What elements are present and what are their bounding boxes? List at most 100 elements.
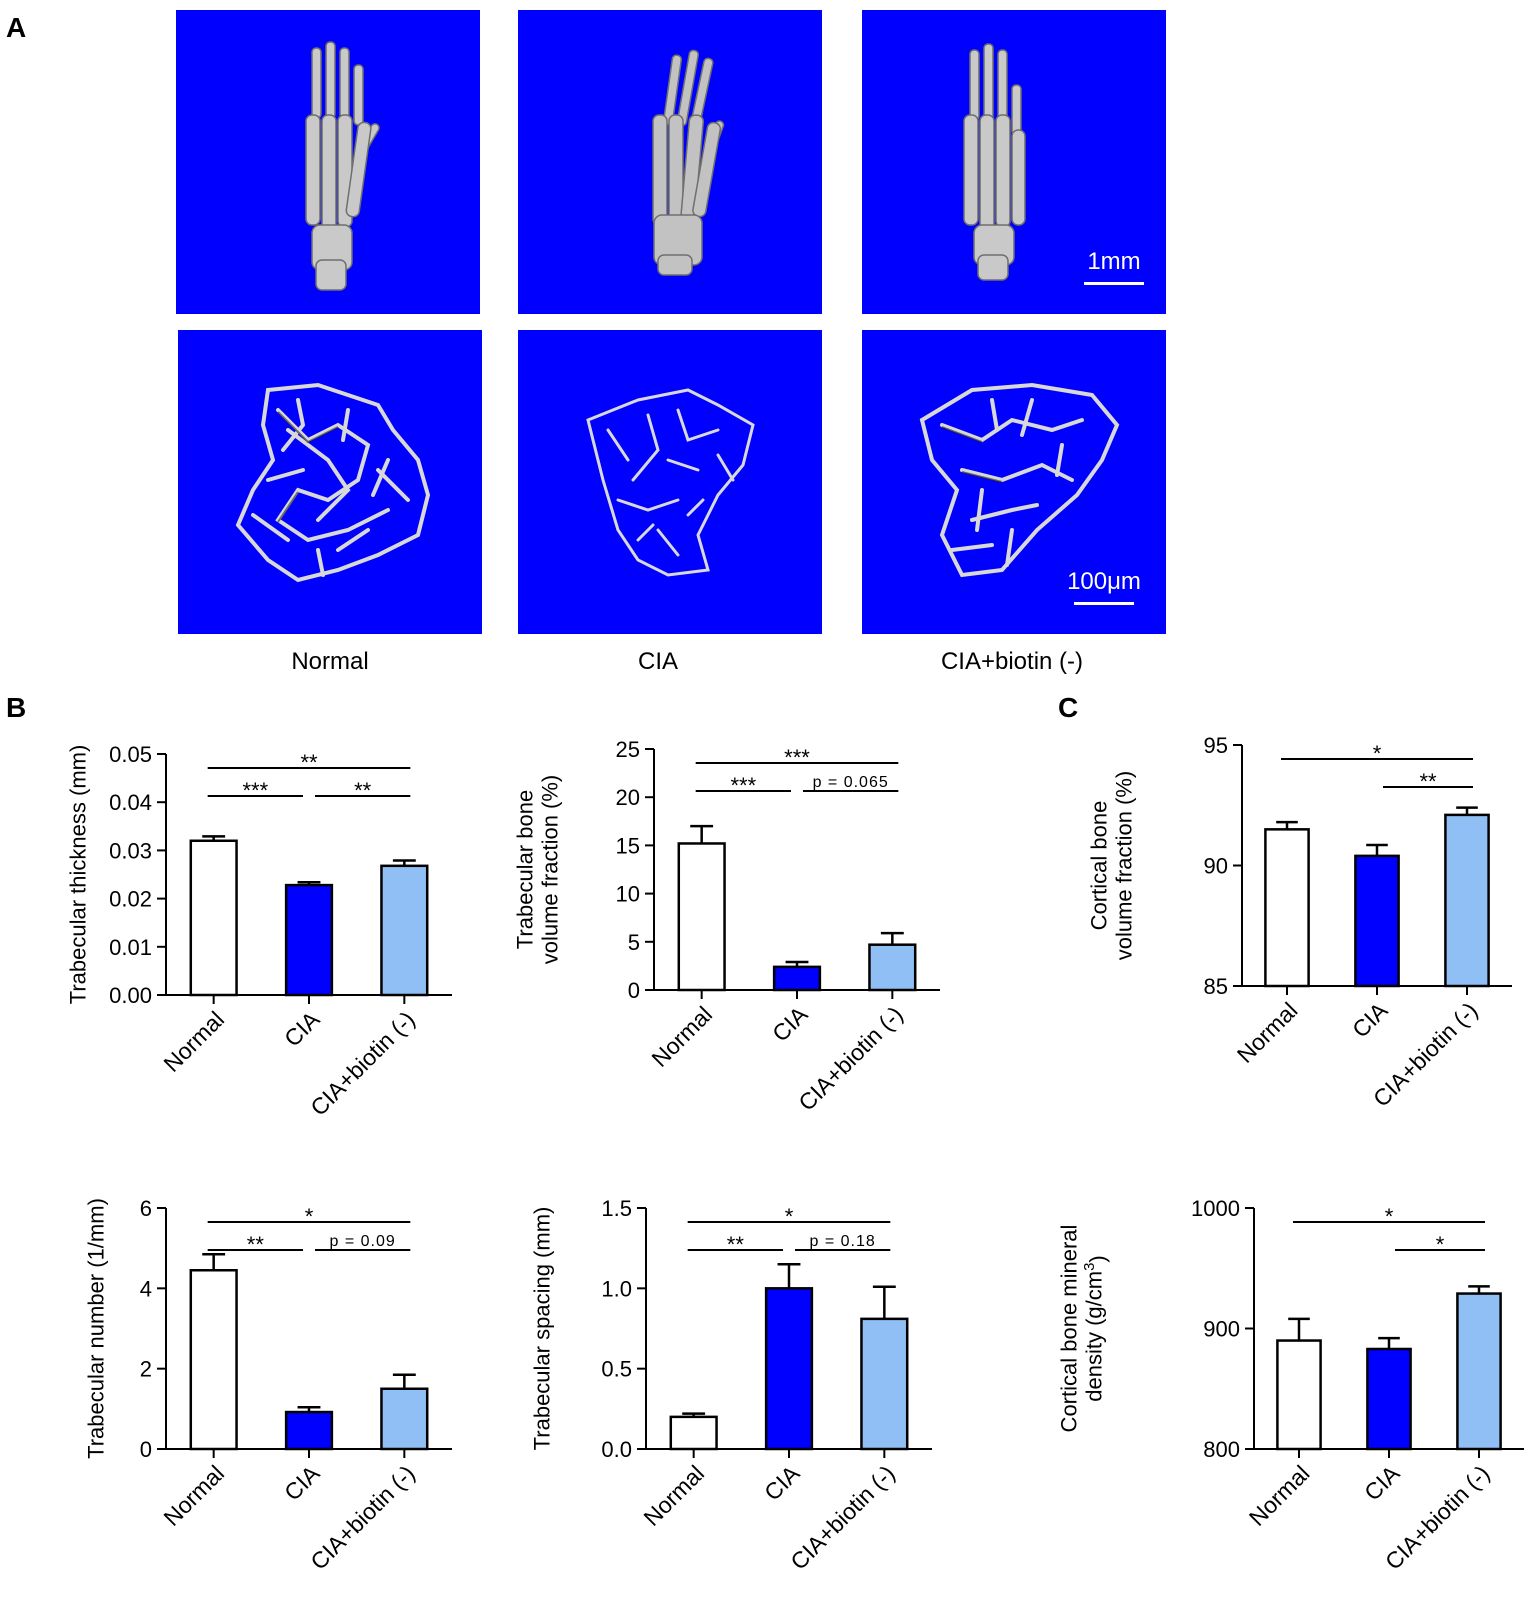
trabecular-structure-icon <box>586 388 755 577</box>
y-tick-label: 20 <box>616 785 640 810</box>
chart-number: 0 2 4 6 Trabecular number (1/mm) Normal CIACIA… <box>84 1196 452 1575</box>
chart-thickness: 0.00 0.01 0.02 0.03 0.04 0.05 Trabecular thick… <box>66 742 452 1121</box>
group-label-biotin: CIA+biotin (-) <box>940 648 1084 675</box>
bar <box>1276 1339 1322 1451</box>
y-tick-label: 6 <box>140 1196 152 1221</box>
significance-label: * <box>305 1204 314 1229</box>
panel-label-c: C <box>1058 692 1079 723</box>
significance-label: * <box>1436 1232 1445 1257</box>
significance-label: ** <box>1419 769 1437 794</box>
significance-label: ** <box>247 1232 265 1257</box>
y-tick-label: 900 <box>1203 1317 1240 1342</box>
significance-label: p = 0.065 <box>813 774 889 791</box>
y-tick-label: 1.5 <box>601 1196 632 1221</box>
panel-label-a: A <box>6 12 27 43</box>
bar <box>1354 854 1400 988</box>
y-tick-label: 1.0 <box>601 1276 632 1301</box>
y-tick-label: 25 <box>616 737 640 762</box>
significance-label: ** <box>727 1232 745 1257</box>
significance-label: p = 0.18 <box>810 1233 876 1250</box>
y-tick-label: 0.04 <box>109 790 152 815</box>
ct-image-cia-paw <box>518 10 822 314</box>
group-label-cia: CIA <box>637 648 678 675</box>
y-tick-label: 0.5 <box>601 1357 632 1382</box>
x-tick-label: CIA+biotin (-) <box>1380 1460 1495 1575</box>
x-tick-label: Normal <box>646 1001 717 1072</box>
ct-image-biotin-trabecular: 100μm <box>862 330 1166 634</box>
scale-bar-1mm: 1mm <box>1082 248 1146 285</box>
y-axis-label: Trabecular thickness (mm) <box>66 745 91 1005</box>
bar <box>284 883 334 997</box>
x-tick-label: CIA <box>279 1006 325 1052</box>
y-tick-label: 85 <box>1204 974 1228 999</box>
y-tick-label: 10 <box>616 882 640 907</box>
y-tick-label: 2 <box>140 1357 152 1382</box>
significance-label: * <box>1385 1204 1394 1229</box>
bar <box>284 1410 334 1451</box>
x-tick-label: CIA+biotin (-) <box>793 1001 908 1116</box>
x-tick-label: CIA <box>1359 1460 1405 1506</box>
y-tick-label: 5 <box>628 930 640 955</box>
bar <box>380 864 429 997</box>
y-tick-label: 0 <box>140 1437 152 1462</box>
bar <box>189 1269 238 1451</box>
bar <box>1366 1347 1412 1451</box>
significance-label: *** <box>784 745 810 770</box>
x-tick-label: Normal <box>638 1460 709 1531</box>
y-tick-label: 90 <box>1204 854 1228 879</box>
x-tick-label: Normal <box>158 1460 229 1531</box>
panel-label-b: B <box>6 692 27 723</box>
ct-image-normal-paw <box>176 10 480 314</box>
y-axis-label: Cortical bonevolume fraction (%) <box>1086 771 1136 961</box>
chart-spacing: 0.0 0.5 1.0 1.5 Trabecular spacing (mm) Norma… <box>530 1196 932 1575</box>
y-tick-label: 1000 <box>1191 1196 1240 1221</box>
paw-skeleton-icon <box>305 41 380 291</box>
bar <box>1456 1292 1502 1451</box>
y-axis-label: Trabecular bonevolume fraction (%) <box>512 775 562 965</box>
significance-label: ** <box>354 778 372 803</box>
x-tick-label: CIA+biotin (-) <box>305 1006 420 1121</box>
x-tick-label: CIA <box>279 1460 325 1506</box>
trabecular-structure-icon <box>235 382 431 583</box>
x-tick-label: CIA <box>767 1001 813 1047</box>
x-tick-label: Normal <box>1244 1460 1315 1531</box>
bar <box>764 1287 814 1451</box>
significance-label: *** <box>242 778 268 803</box>
bar <box>868 943 917 992</box>
bar <box>677 842 726 992</box>
bar <box>1444 813 1490 988</box>
y-tick-label: 0.0 <box>601 1437 632 1462</box>
x-tick-label: CIA+biotin (-) <box>305 1460 420 1575</box>
y-tick-label: 800 <box>1203 1437 1240 1462</box>
chart-density: 800 900 1000 Cortical bone mineraldensity (… <box>1056 1196 1524 1575</box>
y-tick-label: 95 <box>1204 733 1228 758</box>
x-tick-label: CIA+biotin (-) <box>1368 997 1483 1112</box>
y-axis-label: Cortical bone mineraldensity (g/cm3) <box>1056 1225 1110 1433</box>
paw-skeleton-icon <box>963 43 1026 281</box>
significance-label: *** <box>730 773 756 798</box>
y-tick-label: 0.02 <box>109 887 152 912</box>
chart-cortical_fraction: 85 90 95 Cortical bonevolume fraction (%) No… <box>1086 733 1512 1112</box>
y-tick-label: 4 <box>140 1276 152 1301</box>
scale-bar-100um: 100μm <box>1062 568 1146 605</box>
bar <box>189 839 238 997</box>
ct-image-biotin-paw: 1mm <box>862 10 1166 314</box>
y-tick-label: 0.01 <box>109 935 152 960</box>
scale-bar-label: 100μm <box>1067 568 1141 595</box>
trabecular-structure-icon <box>919 382 1120 578</box>
y-tick-label: 0 <box>628 978 640 1003</box>
x-tick-label: Normal <box>1232 997 1303 1068</box>
y-axis-label: Trabecular spacing (mm) <box>530 1207 555 1451</box>
y-tick-label: 0.03 <box>109 838 152 863</box>
x-tick-label: CIA <box>759 1460 805 1506</box>
bar <box>860 1317 909 1451</box>
significance-label: * <box>1373 741 1382 766</box>
significance-label: ** <box>300 750 318 775</box>
y-tick-label: 0.05 <box>109 742 152 767</box>
y-axis-label: Trabecular number (1/mm) <box>84 1198 109 1459</box>
x-tick-label: CIA <box>1347 997 1393 1043</box>
x-tick-label: CIA+biotin (-) <box>785 1460 900 1575</box>
scale-bar-label: 1mm <box>1087 248 1141 275</box>
bar <box>1264 828 1310 988</box>
bar <box>669 1415 718 1451</box>
